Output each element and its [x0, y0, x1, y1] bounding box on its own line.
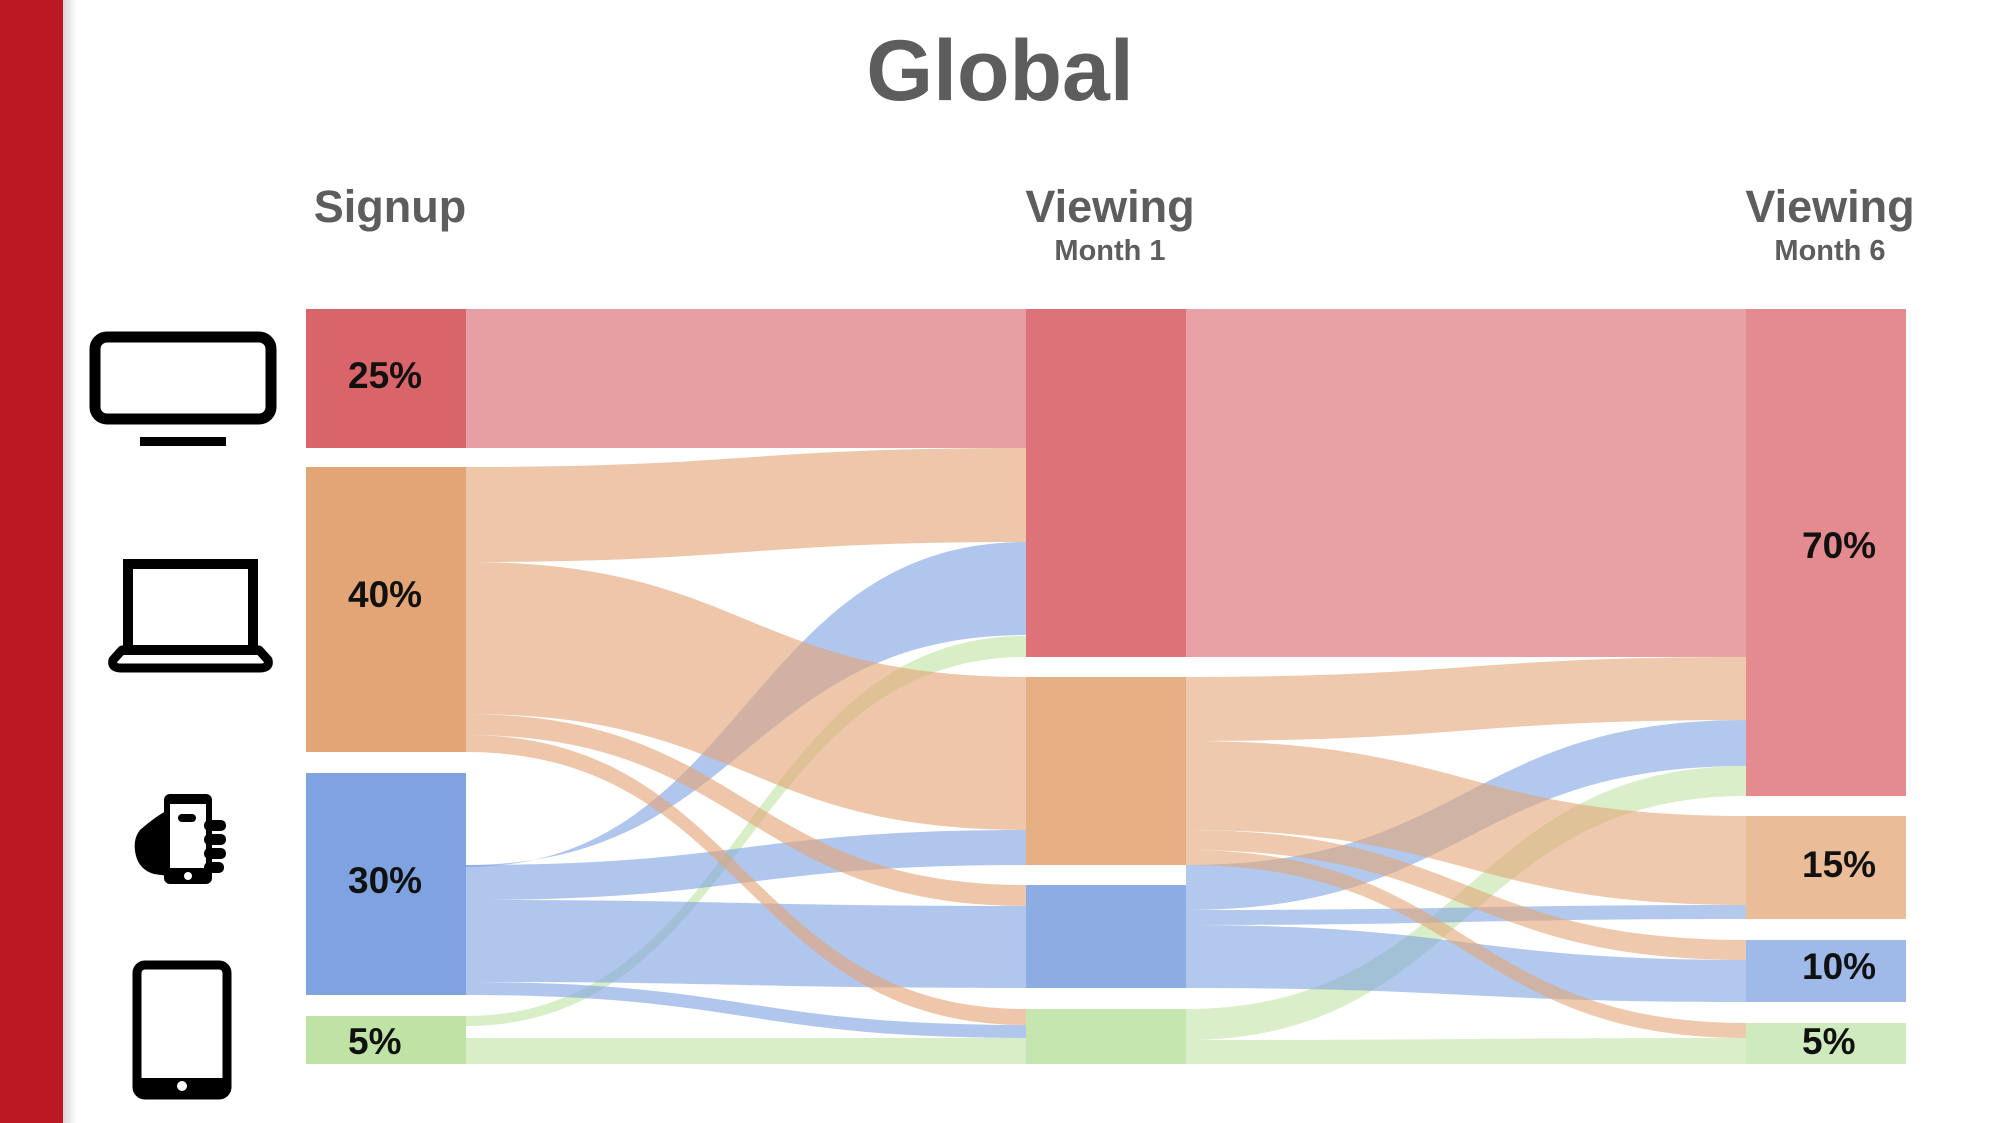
- signup-node-laptop: [306, 467, 466, 752]
- flow-month1-to-month6-phone: [1186, 925, 1746, 1002]
- flow-signup-to-month1-laptop: [466, 562, 1026, 830]
- flow-signup-to-month1-phone: [466, 830, 1026, 900]
- column-sublabel: Month 1: [1054, 235, 1166, 267]
- column-label: Viewing: [1745, 181, 1915, 232]
- sidebar-shadow: [63, 0, 77, 1123]
- month6-label-tv: 70%: [1802, 525, 1876, 566]
- flow-signup-to-month1-tv: [466, 309, 1026, 448]
- month6-label-tablet: 5%: [1802, 1021, 1855, 1062]
- signup-node-tablet: [306, 1016, 466, 1064]
- tv-icon: [89, 331, 277, 446]
- tablet-icon: [132, 960, 232, 1100]
- flow-signup-to-month1-laptop: [466, 735, 1026, 1025]
- month1-node-laptop: [1026, 677, 1186, 865]
- signup-label-tv: 25%: [348, 355, 422, 396]
- flow-month1-to-month6-laptop: [1186, 850, 1746, 1038]
- month6-node-tablet: [1746, 1023, 1906, 1064]
- month6-node-laptop: [1746, 816, 1906, 919]
- signup-node-phone: [306, 773, 466, 995]
- flow-month1-to-month6-laptop: [1186, 830, 1746, 960]
- column-sublabel: Month 6: [1774, 235, 1886, 267]
- flow-signup-to-month1-phone: [466, 982, 1026, 1038]
- month6-node-tv: [1746, 309, 1906, 796]
- month1-node-phone: [1026, 885, 1186, 988]
- signup-label-laptop: 40%: [348, 574, 422, 615]
- flow-signup-to-month1-laptop: [466, 714, 1026, 906]
- month6-label-laptop: 15%: [1802, 844, 1876, 885]
- flow-signup-to-month1-tablet: [466, 1038, 1026, 1064]
- column-header-signup: Signup: [290, 180, 490, 234]
- column-header-viewing-month-1: Viewing Month 1: [1010, 180, 1210, 268]
- month6-label-phone: 10%: [1802, 946, 1876, 987]
- laptop-icon: [108, 559, 273, 673]
- flow-month1-to-month6-tablet: [1186, 1038, 1746, 1064]
- column-header-viewing-month-6: Viewing Month 6: [1730, 180, 1930, 268]
- month1-node-tv: [1026, 309, 1186, 657]
- sidebar-accent-bar: [0, 0, 63, 1123]
- flow-signup-to-month1-laptop: [466, 448, 1026, 562]
- phone-in-hand-icon: [134, 794, 226, 884]
- flow-month1-to-month6-tv: [1186, 309, 1746, 657]
- flow-signup-to-month1-phone: [466, 900, 1026, 988]
- month6-node-phone: [1746, 940, 1906, 1002]
- page-title: Global: [866, 23, 1134, 119]
- month1-node-tablet: [1026, 1009, 1186, 1064]
- signup-label-tablet: 5%: [348, 1021, 401, 1062]
- flow-month1-to-month6-laptop: [1186, 741, 1746, 905]
- column-label: Viewing: [1025, 181, 1195, 232]
- flow-signup-to-month1-tablet: [466, 636, 1026, 1026]
- column-label: Signup: [313, 181, 467, 232]
- flow-month1-to-month6-laptop: [1186, 657, 1746, 741]
- signup-label-phone: 30%: [348, 860, 422, 901]
- signup-node-tv: [306, 309, 466, 448]
- flow-month1-to-month6-phone: [1186, 905, 1746, 925]
